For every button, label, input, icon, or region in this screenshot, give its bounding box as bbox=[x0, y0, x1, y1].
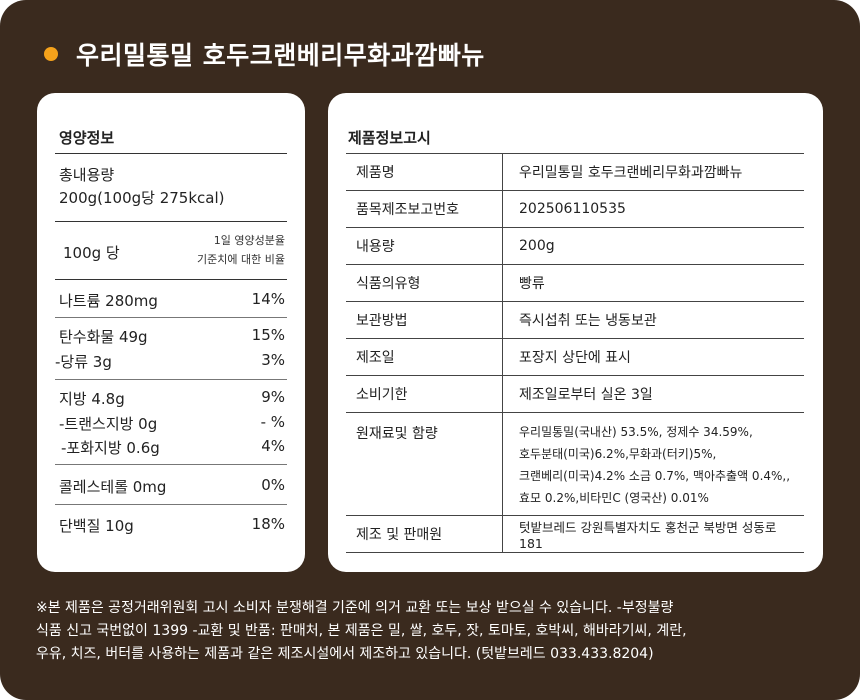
info-heading: 제품정보고시 bbox=[348, 129, 431, 147]
table-row: 품목제조보고번호 202506110535 bbox=[346, 190, 804, 228]
info-key: 보관방법 bbox=[346, 301, 503, 339]
info-value: 빵류 bbox=[502, 264, 804, 302]
footer-notice: ※본 제품은 공정거래위원회 고시 소비자 분쟁해결 기준에 의거 교환 또는 … bbox=[36, 597, 836, 666]
nutrition-heading: 영양정보 bbox=[59, 129, 115, 147]
info-key: 품목제조보고번호 bbox=[346, 190, 503, 228]
daily-line-1: 1일 영양성분율 bbox=[213, 234, 285, 247]
info-value: 202506110535 bbox=[502, 190, 804, 228]
info-key: 제품명 bbox=[346, 153, 503, 191]
info-key: 식품의유형 bbox=[346, 264, 503, 302]
nutrition-card: 영양정보 총내용량 200g(100g당 275kcal) 100g 당 1일 … bbox=[37, 93, 305, 572]
nutrient-pct: 18% bbox=[251, 515, 285, 533]
info-value: 제조일로부터 실온 3일 bbox=[502, 375, 804, 413]
per-label: 100g 당 bbox=[63, 244, 120, 262]
info-key: 소비기한 bbox=[346, 375, 503, 413]
info-key: 내용량 bbox=[346, 227, 503, 265]
divider bbox=[55, 221, 287, 222]
ingredients-line: 우리밀통밀(국내산) 53.5%, 정제수 34.59%, bbox=[519, 425, 753, 439]
divider bbox=[55, 504, 287, 505]
table-row: 소비기한 제조일로부터 실온 3일 bbox=[346, 375, 804, 413]
bullet-dot-icon bbox=[44, 47, 58, 61]
footer-line: ※본 제품은 공정거래위원회 고시 소비자 분쟁해결 기준에 의거 교환 또는 … bbox=[36, 600, 674, 616]
product-info-card: 제품정보고시 제품명 우리밀통밀 호두크랜베리무화과깜빠뉴 품목제조보고번호 2… bbox=[328, 93, 823, 572]
nutrient-pct: 14% bbox=[251, 290, 285, 308]
nutrient-name: -당류 3g bbox=[55, 353, 112, 371]
info-key: 제조일 bbox=[346, 338, 503, 376]
ingredients-line: 호두분태(미국)6.2%,무화과(터키)5%, bbox=[519, 447, 717, 461]
nutrient-pct: 3% bbox=[261, 351, 285, 369]
table-row: 제조일 포장지 상단에 표시 bbox=[346, 338, 804, 376]
nutrient-name: -트랜스지방 0g bbox=[59, 415, 158, 433]
table-row: 식품의유형 빵류 bbox=[346, 264, 804, 302]
nutrient-name: 나트륨 280mg bbox=[59, 292, 158, 310]
nutrient-pct: 9% bbox=[261, 388, 285, 406]
footer-line: 식품 신고 국번없이 1399 -교환 및 반품: 판매처, 본 제품은 밀, … bbox=[36, 623, 687, 639]
info-value: 포장지 상단에 표시 bbox=[502, 338, 804, 376]
product-title: 우리밀통밀 호두크랜베리무화과깜빠뉴 bbox=[76, 41, 485, 70]
nutrient-name: 단백질 10g bbox=[59, 517, 134, 535]
info-value: 텃밭브레드 강원특별자치도 홍천군 북방면 성동로 181 bbox=[502, 515, 804, 553]
table-row: 제품명 우리밀통밀 호두크랜베리무화과깜빠뉴 bbox=[346, 153, 804, 191]
nutrient-name: 지방 4.8g bbox=[59, 390, 125, 408]
nutrient-name: 콜레스테롤 0mg bbox=[59, 478, 167, 496]
ingredients-line: 크랜베리(미국)4.2% 소금 0.7%, 맥아추출액 0.4%,, bbox=[519, 469, 791, 483]
title-row: 우리밀통밀 호두크랜베리무화과깜빠뉴 bbox=[44, 34, 485, 74]
daily-line-2: 기준치에 대한 비율 bbox=[197, 253, 285, 266]
info-key: 제조 및 판매원 bbox=[346, 515, 503, 553]
info-value: 즉시섭취 또는 냉동보관 bbox=[502, 301, 804, 339]
divider bbox=[55, 379, 287, 380]
footer-line: 우유, 치즈, 버터를 사용하는 제품과 같은 제조시설에서 제조하고 있습니다… bbox=[36, 646, 654, 662]
info-table: 제품명 우리밀통밀 호두크랜베리무화과깜빠뉴 품목제조보고번호 20250611… bbox=[346, 153, 804, 553]
divider bbox=[55, 279, 287, 280]
info-value: 200g bbox=[502, 227, 804, 265]
info-key: 원재료및 함량 bbox=[346, 412, 503, 516]
table-row: 보관방법 즉시섭취 또는 냉동보관 bbox=[346, 301, 804, 339]
ingredients-line: 효모 0.2%,비타민C (영국산) 0.01% bbox=[519, 491, 709, 505]
total-label: 총내용량 bbox=[59, 166, 115, 184]
table-row: 제조 및 판매원 텃밭브레드 강원특별자치도 홍천군 북방면 성동로 181 bbox=[346, 515, 804, 553]
divider bbox=[55, 153, 287, 154]
divider bbox=[55, 464, 287, 465]
daily-value-note: 1일 영양성분율 기준치에 대한 비율 bbox=[197, 231, 285, 269]
divider bbox=[55, 317, 287, 318]
total-value: 200g(100g당 275kcal) bbox=[59, 189, 225, 207]
table-row: 내용량 200g bbox=[346, 227, 804, 265]
nutrient-pct: - % bbox=[260, 413, 285, 431]
nutrient-pct: 15% bbox=[251, 326, 285, 344]
table-row: 원재료및 함량 우리밀통밀(국내산) 53.5%, 정제수 34.59%, 호두… bbox=[346, 412, 804, 516]
info-value: 우리밀통밀 호두크랜베리무화과깜빠뉴 bbox=[502, 153, 804, 191]
nutrient-pct: 4% bbox=[261, 437, 285, 455]
nutrient-name: -포화지방 0.6g bbox=[61, 439, 160, 457]
nutrient-name: 탄수화물 49g bbox=[59, 328, 148, 346]
ingredients-value: 우리밀통밀(국내산) 53.5%, 정제수 34.59%, 호두분태(미국)6.… bbox=[502, 412, 804, 516]
nutrient-pct: 0% bbox=[261, 476, 285, 494]
